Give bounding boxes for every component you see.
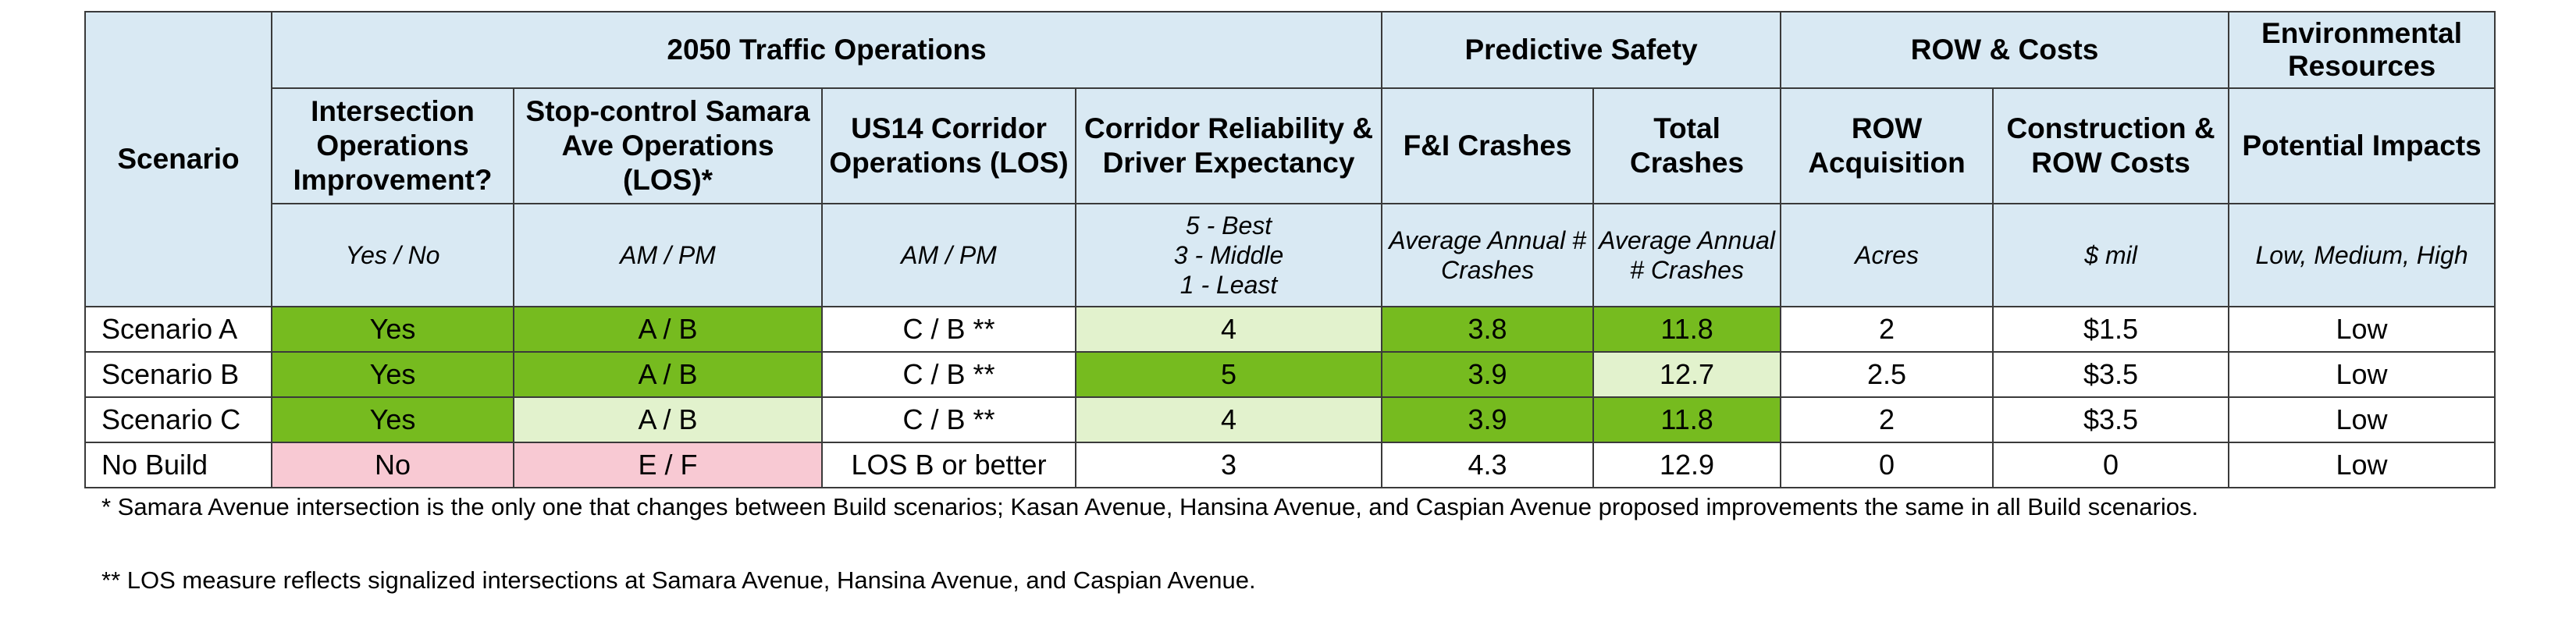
unit-corridor-los: AM / PM bbox=[821, 203, 1076, 307]
table-cell: Low bbox=[2228, 351, 2496, 398]
table-cell: C / B ** bbox=[821, 351, 1076, 398]
col-header-potential-impacts: Potential Impacts bbox=[2228, 87, 2496, 204]
col-header-corridor-reliability: Corridor Reliability & Driver Expectancy bbox=[1074, 87, 1383, 204]
scenario-comparison-table: Scenario 2050 Traffic Operations Predict… bbox=[84, 11, 2496, 488]
table-cell: LOS B or better bbox=[821, 442, 1076, 488]
table-cell: A / B bbox=[513, 396, 823, 443]
table-cell: 11.8 bbox=[1592, 396, 1782, 443]
footnote-los: ** LOS measure reflects signalized inter… bbox=[101, 566, 1256, 594]
table-cell: C / B ** bbox=[821, 306, 1076, 353]
table-cell: $1.5 bbox=[1992, 306, 2230, 353]
table-cell: 4 bbox=[1074, 396, 1383, 443]
group-header-environmental: Environmental Resources bbox=[2228, 11, 2496, 89]
table-cell: Yes bbox=[271, 306, 514, 353]
table-cell: A / B bbox=[513, 306, 823, 353]
table-cell: Low bbox=[2228, 442, 2496, 488]
col-header-total-crashes: Total Crashes bbox=[1592, 87, 1782, 204]
col-header-fi-crashes: F&I Crashes bbox=[1381, 87, 1595, 204]
table-cell: 2 bbox=[1780, 396, 1994, 443]
table-row-no-build: No Build No E / F LOS B or better 3 4.3 … bbox=[84, 442, 2496, 488]
unit-total-crashes: Average Annual # Crashes bbox=[1592, 203, 1782, 307]
table-cell: E / F bbox=[513, 442, 823, 488]
group-header-traffic: 2050 Traffic Operations bbox=[270, 11, 1383, 89]
table-cell: 12.7 bbox=[1592, 351, 1782, 398]
table-cell: Low bbox=[2228, 306, 2496, 353]
table-cell: 4 bbox=[1074, 306, 1383, 353]
table-row-scenario-b: Scenario B Yes A / B C / B ** 5 3.9 12.7… bbox=[84, 351, 2496, 398]
table-cell: $3.5 bbox=[1992, 396, 2230, 443]
table-cell: 3.8 bbox=[1381, 306, 1595, 353]
table-cell: 3.9 bbox=[1381, 351, 1595, 398]
unit-row-acquisition: Acres bbox=[1780, 203, 1994, 307]
table-cell: 5 bbox=[1074, 351, 1383, 398]
table-cell: 11.8 bbox=[1592, 306, 1782, 353]
unit-stop-control-los: AM / PM bbox=[513, 203, 823, 307]
table-cell: 0 bbox=[1780, 442, 1994, 488]
row-label: Scenario A bbox=[84, 306, 272, 353]
col-header-stop-control-los: Stop-control Samara Ave Operations (LOS)… bbox=[513, 87, 823, 204]
table-cell: 2 bbox=[1780, 306, 1994, 353]
footnote-samara: * Samara Avenue intersection is the only… bbox=[101, 493, 2199, 520]
table-cell: No bbox=[271, 442, 514, 488]
table-cell: $3.5 bbox=[1992, 351, 2230, 398]
table-cell: A / B bbox=[513, 351, 823, 398]
comparison-table-wrapper: Scenario 2050 Traffic Operations Predict… bbox=[84, 11, 2496, 488]
group-header-row-costs: ROW & Costs bbox=[1780, 11, 2230, 89]
table-cell: 3 bbox=[1074, 442, 1383, 488]
table-cell: Yes bbox=[271, 396, 514, 443]
table-cell: C / B ** bbox=[821, 396, 1076, 443]
table-cell: 2.5 bbox=[1780, 351, 1994, 398]
col-header-row-acquisition: ROW Acquisition bbox=[1780, 87, 1994, 204]
unit-potential-impacts: Low, Medium, High bbox=[2228, 203, 2496, 307]
table-cell: 4.3 bbox=[1381, 442, 1595, 488]
row-label: No Build bbox=[84, 442, 272, 488]
table-row-scenario-c: Scenario C Yes A / B C / B ** 4 3.9 11.8… bbox=[84, 396, 2496, 443]
table-cell: Low bbox=[2228, 396, 2496, 443]
unit-intersection-improvement: Yes / No bbox=[271, 203, 514, 307]
group-header-safety: Predictive Safety bbox=[1381, 11, 1782, 89]
header-scenario: Scenario bbox=[84, 11, 272, 307]
table-cell: 3.9 bbox=[1381, 396, 1595, 443]
table-row-scenario-a: Scenario A Yes A / B C / B ** 4 3.8 11.8… bbox=[84, 306, 2496, 353]
table-cell: 0 bbox=[1992, 442, 2230, 488]
row-label: Scenario C bbox=[84, 396, 272, 443]
col-header-intersection-improvement: Intersection Operations Improvement? bbox=[271, 87, 514, 204]
row-label: Scenario B bbox=[84, 351, 272, 398]
unit-construction-costs: $ mil bbox=[1992, 203, 2230, 307]
unit-fi-crashes: Average Annual # Crashes bbox=[1381, 203, 1595, 307]
table-cell: 12.9 bbox=[1592, 442, 1782, 488]
col-header-corridor-los: US14 Corridor Operations (LOS) bbox=[821, 87, 1076, 204]
unit-corridor-reliability: 5 - Best 3 - Middle 1 - Least bbox=[1074, 203, 1383, 307]
col-header-construction-costs: Construction & ROW Costs bbox=[1992, 87, 2230, 204]
table-cell: Yes bbox=[271, 351, 514, 398]
